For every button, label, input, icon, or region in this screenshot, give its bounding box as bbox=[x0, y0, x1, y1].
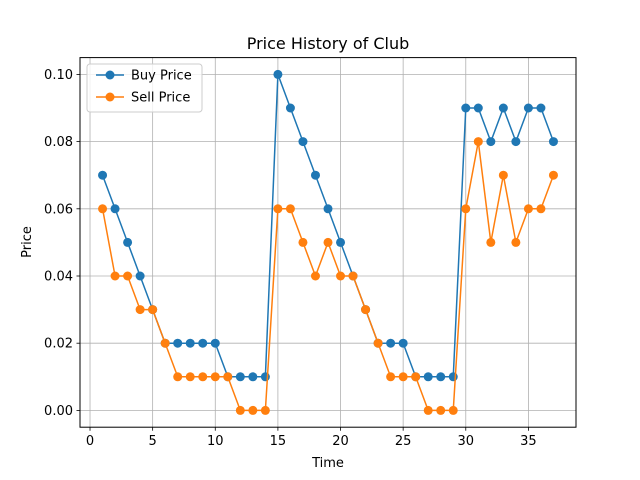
data-point-sell-price bbox=[336, 271, 346, 281]
data-point-sell-price bbox=[235, 405, 245, 415]
series-layer bbox=[98, 69, 558, 415]
x-tick-label: 0 bbox=[86, 434, 94, 449]
data-point-sell-price bbox=[448, 405, 458, 415]
data-point-buy-price bbox=[285, 103, 295, 113]
data-point-sell-price bbox=[548, 170, 558, 180]
data-point-sell-price bbox=[436, 405, 446, 415]
data-point-sell-price bbox=[398, 372, 408, 382]
data-point-buy-price bbox=[323, 204, 333, 214]
data-point-buy-price bbox=[473, 103, 483, 113]
data-point-buy-price bbox=[173, 338, 183, 348]
x-tick-label: 35 bbox=[520, 434, 537, 449]
data-point-sell-price bbox=[461, 204, 471, 214]
data-point-buy-price bbox=[536, 103, 546, 113]
grid bbox=[80, 57, 576, 428]
data-point-sell-price bbox=[160, 338, 170, 348]
data-point-sell-price bbox=[373, 338, 383, 348]
legend-marker-sell-price bbox=[105, 92, 115, 102]
y-tick-label: 0.06 bbox=[44, 202, 73, 217]
x-tick-label: 5 bbox=[149, 434, 157, 449]
data-point-buy-price bbox=[185, 338, 195, 348]
data-point-buy-price bbox=[523, 103, 533, 113]
data-point-buy-price bbox=[248, 372, 258, 382]
data-point-sell-price bbox=[135, 305, 145, 315]
legend-label-sell-price: Sell Price bbox=[131, 91, 190, 106]
data-point-sell-price bbox=[411, 372, 421, 382]
data-point-buy-price bbox=[273, 69, 283, 79]
data-point-sell-price bbox=[285, 204, 295, 214]
y-tick-label: 0.08 bbox=[44, 135, 73, 150]
data-point-buy-price bbox=[98, 170, 108, 180]
data-point-sell-price bbox=[298, 237, 308, 247]
data-point-buy-price bbox=[448, 372, 458, 382]
data-point-buy-price bbox=[423, 372, 433, 382]
y-tick-label: 0.00 bbox=[44, 404, 73, 419]
data-point-sell-price bbox=[423, 405, 433, 415]
data-point-buy-price bbox=[498, 103, 508, 113]
data-point-buy-price bbox=[135, 271, 145, 281]
legend: Buy Price Sell Price bbox=[86, 63, 203, 113]
data-point-sell-price bbox=[223, 372, 233, 382]
legend-label-buy-price: Buy Price bbox=[131, 69, 192, 84]
data-point-buy-price bbox=[123, 237, 133, 247]
chart-title: Price History of Club bbox=[247, 34, 410, 53]
data-point-sell-price bbox=[511, 237, 521, 247]
data-point-sell-price bbox=[260, 405, 270, 415]
y-tick-label: 0.02 bbox=[44, 337, 73, 352]
data-point-sell-price bbox=[386, 372, 396, 382]
data-point-buy-price bbox=[511, 137, 521, 147]
y-tick-label: 0.10 bbox=[44, 68, 73, 83]
ticks: 0 5 10 15 20 25 30 35 0.00 0.02 0.04 0.06 0.08 0.10 bbox=[44, 68, 537, 449]
data-point-sell-price bbox=[173, 372, 183, 382]
x-tick-label: 30 bbox=[458, 434, 475, 449]
data-point-buy-price bbox=[198, 338, 208, 348]
x-axis-label: Time bbox=[311, 456, 344, 471]
data-point-sell-price bbox=[323, 237, 333, 247]
plot-frame bbox=[79, 57, 577, 428]
legend-box bbox=[86, 63, 203, 113]
data-point-sell-price bbox=[248, 405, 258, 415]
x-tick-label: 15 bbox=[270, 434, 287, 449]
data-point-buy-price bbox=[548, 137, 558, 147]
data-point-sell-price bbox=[198, 372, 208, 382]
data-point-buy-price bbox=[336, 237, 346, 247]
data-point-sell-price bbox=[273, 204, 283, 214]
series-sell-price bbox=[98, 137, 558, 415]
data-point-sell-price bbox=[110, 271, 120, 281]
x-tick-label: 25 bbox=[395, 434, 412, 449]
data-point-buy-price bbox=[310, 170, 320, 180]
data-point-sell-price bbox=[523, 204, 533, 214]
data-point-buy-price bbox=[110, 204, 120, 214]
data-point-buy-price bbox=[235, 372, 245, 382]
y-tick-label: 0.04 bbox=[44, 270, 73, 285]
data-point-sell-price bbox=[361, 305, 371, 315]
data-point-sell-price bbox=[210, 372, 220, 382]
data-point-sell-price bbox=[473, 137, 483, 147]
data-point-buy-price bbox=[398, 338, 408, 348]
x-tick-label: 10 bbox=[207, 434, 224, 449]
data-point-sell-price bbox=[536, 204, 546, 214]
data-point-buy-price bbox=[486, 137, 496, 147]
data-point-sell-price bbox=[98, 204, 108, 214]
data-point-buy-price bbox=[210, 338, 220, 348]
x-tick-label: 20 bbox=[332, 434, 349, 449]
data-point-sell-price bbox=[310, 271, 320, 281]
data-point-sell-price bbox=[148, 305, 158, 315]
data-point-sell-price bbox=[348, 271, 358, 281]
data-point-sell-price bbox=[185, 372, 195, 382]
data-point-buy-price bbox=[386, 338, 396, 348]
y-axis-label: Price bbox=[20, 226, 35, 258]
data-point-sell-price bbox=[486, 237, 496, 247]
data-point-buy-price bbox=[461, 103, 471, 113]
data-point-buy-price bbox=[298, 137, 308, 147]
data-point-buy-price bbox=[260, 372, 270, 382]
data-point-sell-price bbox=[123, 271, 133, 281]
legend-marker-buy-price bbox=[105, 70, 115, 80]
data-point-buy-price bbox=[436, 372, 446, 382]
data-point-sell-price bbox=[498, 170, 508, 180]
